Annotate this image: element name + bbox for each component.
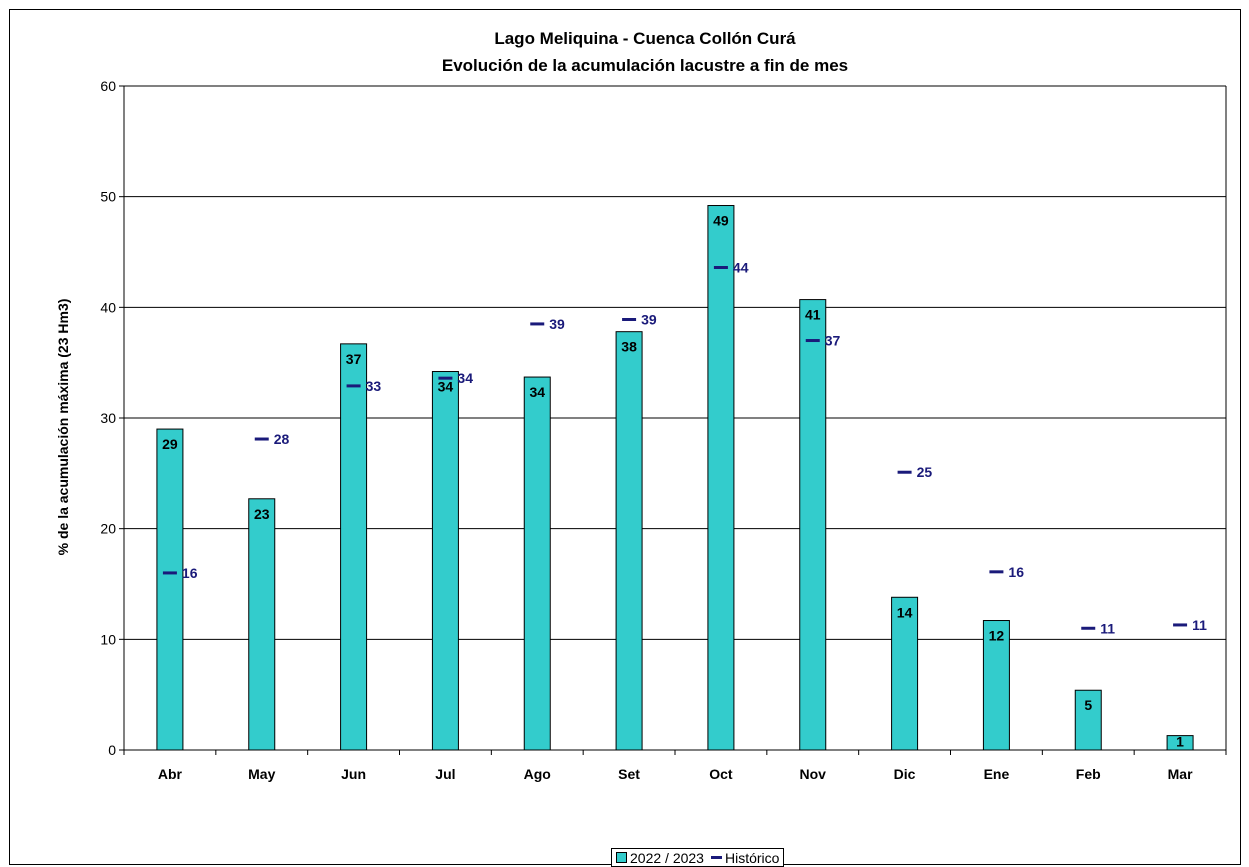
bar bbox=[615, 331, 643, 751]
bar-data-label: 29 bbox=[162, 436, 178, 452]
y-axis-ticks: 0 10 20 30 40 50 60 bbox=[100, 78, 124, 758]
historic-data-label: 11 bbox=[1100, 620, 1115, 636]
x-category-label: Abr bbox=[158, 766, 183, 782]
x-category-label: Feb bbox=[1076, 766, 1101, 782]
legend: 2022 / 2023 Histórico bbox=[611, 848, 785, 867]
historic-data-label: 44 bbox=[733, 259, 749, 275]
legend-historic-label: Histórico bbox=[724, 849, 780, 866]
x-category-label: Jul bbox=[435, 766, 455, 782]
x-category-label: Ago bbox=[524, 766, 551, 782]
bar bbox=[523, 376, 551, 751]
bar bbox=[340, 343, 368, 751]
bar-data-label: 34 bbox=[529, 384, 545, 400]
x-category-label: Nov bbox=[800, 766, 827, 782]
bar-data-label: 1 bbox=[1176, 734, 1184, 750]
bar bbox=[707, 205, 735, 751]
y-tick-label: 40 bbox=[100, 299, 116, 315]
y-tick-label: 30 bbox=[100, 410, 116, 426]
x-axis-categories: Abr May Jun Jul Ago Set Oct Nov Dic Ene Feb Mar bbox=[158, 766, 1193, 782]
bar-data-label: 12 bbox=[989, 628, 1005, 644]
y-tick-label: 10 bbox=[100, 631, 116, 647]
axes bbox=[123, 85, 1227, 755]
legend-bar-swatch bbox=[616, 852, 627, 863]
x-category-label: Dic bbox=[894, 766, 916, 782]
legend-historic-marker bbox=[710, 856, 722, 859]
historic-data-label: 33 bbox=[366, 378, 382, 394]
x-category-label: Ene bbox=[984, 766, 1010, 782]
gridlines bbox=[124, 85, 1226, 640]
bar bbox=[431, 371, 459, 751]
historic-data-label: 28 bbox=[274, 431, 290, 447]
historic-series: 16 28 33 34 39 39 44 37 25 16 11 11 bbox=[162, 259, 1207, 636]
y-axis-label: % de la acumulación máxima (23 Hm3) bbox=[55, 299, 71, 556]
x-category-label: Mar bbox=[1168, 766, 1193, 782]
y-tick-label: 60 bbox=[100, 78, 116, 94]
historic-data-label: 37 bbox=[825, 333, 841, 349]
bar-data-label: 5 bbox=[1084, 697, 1092, 713]
chart-subtitle: Evolución de la acumulación lacustre a f… bbox=[442, 56, 848, 75]
bar-data-label: 14 bbox=[897, 604, 913, 620]
x-category-label: May bbox=[248, 766, 275, 782]
bar bbox=[982, 620, 1010, 751]
bar-data-label: 37 bbox=[346, 351, 362, 367]
bar bbox=[248, 498, 276, 751]
bar bbox=[799, 299, 827, 751]
y-tick-label: 20 bbox=[100, 521, 116, 537]
bar-data-label: 23 bbox=[254, 506, 270, 522]
chart-titles: Lago Meliquina - Cuenca Collón Curá Evol… bbox=[442, 29, 848, 75]
historic-data-label: 16 bbox=[1008, 564, 1024, 580]
bar-data-label: 49 bbox=[713, 213, 729, 229]
chart-title: Lago Meliquina - Cuenca Collón Curá bbox=[494, 29, 796, 48]
historic-data-label: 16 bbox=[182, 565, 198, 581]
bar bbox=[156, 428, 184, 751]
historic-data-label: 25 bbox=[917, 464, 933, 480]
legend-bar-label: 2022 / 2023 bbox=[630, 849, 704, 866]
x-category-label: Oct bbox=[709, 766, 733, 782]
y-tick-label: 0 bbox=[108, 742, 116, 758]
x-category-label: Set bbox=[618, 766, 640, 782]
historic-data-label: 34 bbox=[457, 370, 473, 386]
historic-data-label: 11 bbox=[1192, 617, 1207, 633]
bar-data-label: 38 bbox=[621, 339, 637, 355]
historic-data-label: 39 bbox=[549, 316, 565, 332]
historic-data-label: 39 bbox=[641, 312, 657, 328]
y-tick-label: 50 bbox=[100, 189, 116, 205]
bar-data-label: 41 bbox=[805, 307, 821, 323]
bar-data-label: 34 bbox=[438, 379, 454, 395]
x-category-label: Jun bbox=[341, 766, 366, 782]
